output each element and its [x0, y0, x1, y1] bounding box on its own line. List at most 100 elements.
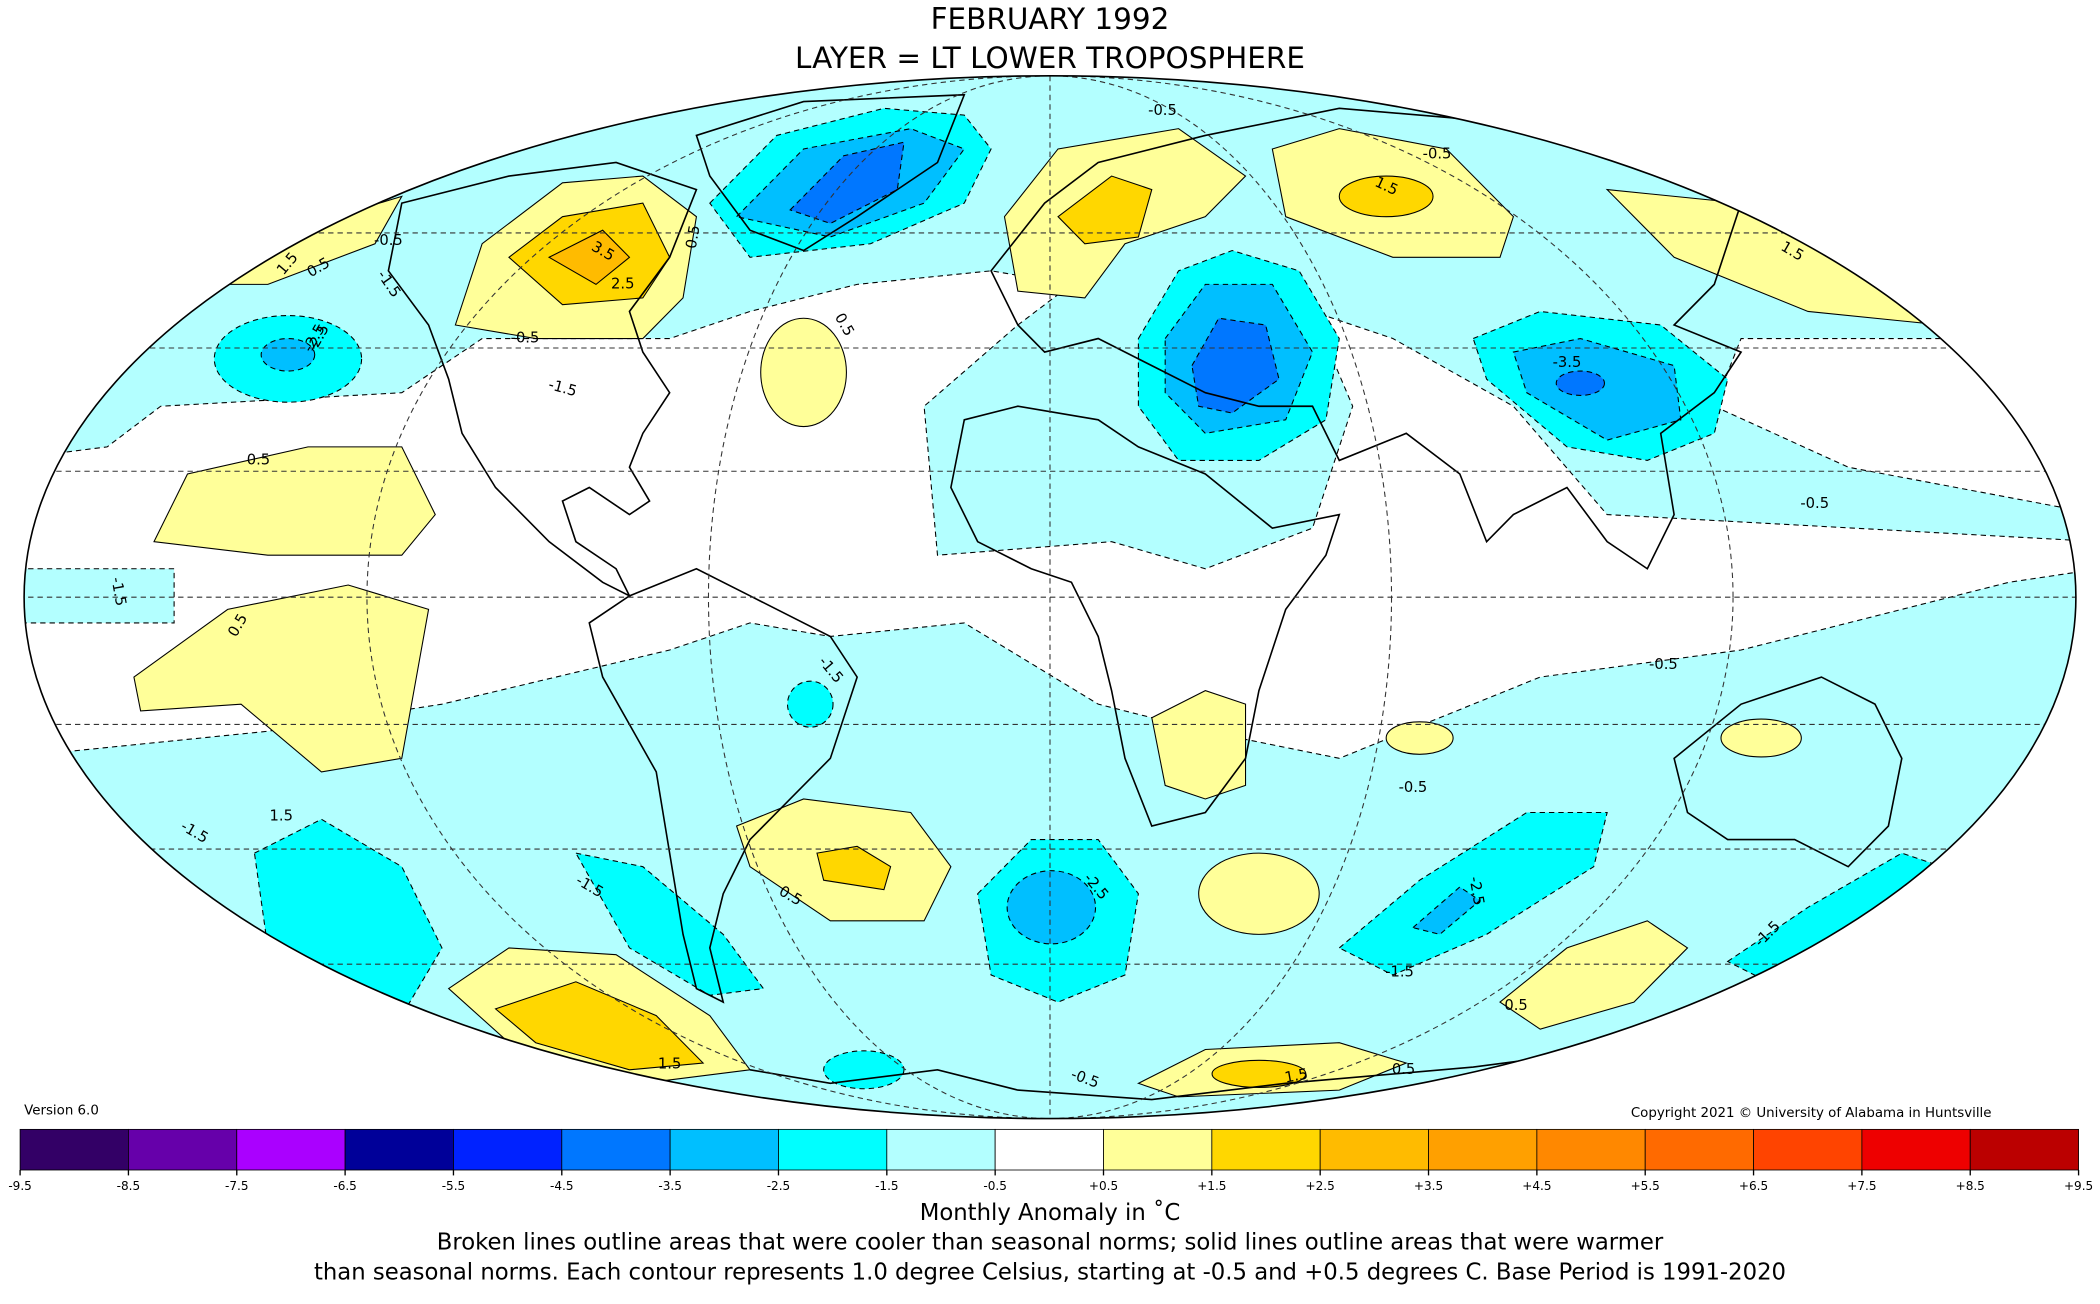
contour-label: 1.5 [658, 1055, 681, 1072]
colorbar-tick-label: -2.5 [767, 1179, 791, 1193]
contour-label: -0.5 [1649, 656, 1678, 673]
field-colder [1411, 886, 1481, 935]
coastline [1673, 676, 1903, 868]
colorbar-tick-label: -7.5 [225, 1179, 249, 1193]
colorbar-segment [669, 1128, 779, 1171]
coastline [588, 567, 859, 1004]
field-warm-strong [816, 845, 892, 891]
contour-label: -0.5 [1399, 779, 1428, 796]
caption-line: than seasonal norms. Each contour repres… [314, 1259, 1786, 1285]
field-warm [133, 584, 430, 773]
colorbar-tick-label: +0.5 [1089, 1179, 1118, 1193]
field-colder [1006, 870, 1097, 945]
colorbar-segment [1319, 1128, 1429, 1171]
contour-label: 2.5 [611, 275, 634, 292]
field-warm [1198, 852, 1320, 935]
coastline [950, 405, 1341, 828]
contour-label: -0.5 [374, 232, 403, 249]
colorbar-segment [344, 1128, 454, 1171]
colorbar-segment [561, 1128, 671, 1171]
field-warm [1499, 920, 1689, 1030]
field-cold [1338, 811, 1608, 976]
colorbar-segment [1536, 1128, 1646, 1171]
contour-label: -0.5 [1148, 102, 1177, 119]
meridian [366, 75, 1734, 1119]
colorbar-segment [1644, 1128, 1754, 1171]
field-warm-strong [1057, 175, 1153, 245]
caption-line: Broken lines outline areas that were coo… [437, 1230, 1664, 1256]
contour-label: -0.5 [511, 329, 540, 346]
field-cold [574, 852, 765, 996]
map: 1.5 0.5-0.5-1.5-2.53.52.5-0.5-1.50.5-0.50… [24, 75, 2076, 1119]
field-warm-strong [1338, 175, 1434, 218]
field-warm-strong [494, 981, 705, 1071]
colorbar-tick-label: +8.5 [1956, 1179, 1985, 1193]
field-coldest [1555, 370, 1605, 396]
field-warm [1720, 718, 1802, 758]
colorbar-segment [1861, 1128, 1971, 1171]
field-cold [823, 1050, 905, 1090]
colorbar-segment [1428, 1128, 1538, 1171]
colorbar-segment [19, 1128, 129, 1171]
colorbar-segment [994, 1128, 1104, 1171]
colorbar-tick-label: -5.5 [442, 1179, 466, 1193]
colorbar-tick-label: -0.5 [983, 1179, 1007, 1193]
colorbar-segment [1103, 1128, 1213, 1171]
colorbar-label: Monthly Anomaly in ˚C [920, 1199, 1181, 1226]
graticule [24, 75, 2076, 1119]
field-warm-stronger [547, 229, 631, 286]
title-line: FEBRUARY 1992 [931, 2, 1170, 36]
colorbar: -9.5 -8.5 -7.5 -6.5 -5.5 -4.5 -3.5 -2.5 -1.5 -0.5… [8, 1128, 2093, 1193]
colorbar-tick-label: -9.5 [8, 1179, 32, 1193]
colorbar-tick-label: +7.5 [1847, 1179, 1876, 1193]
field-warm [1151, 690, 1247, 800]
colorbar-tick-label: -3.5 [658, 1179, 682, 1193]
globe-outline [23, 75, 2077, 1120]
colorbar-segment [453, 1128, 563, 1171]
contour-label: 1.5 [270, 808, 293, 825]
colorbar-tick-label: +1.5 [1197, 1179, 1226, 1193]
field-warm [760, 317, 847, 428]
field-warm [1385, 721, 1454, 755]
version: Version 6.0 [24, 1103, 99, 1118]
contour-label: -0.5 [1423, 145, 1452, 162]
field-coldest [789, 141, 905, 225]
colorbar-segment [128, 1128, 238, 1171]
colorbar-tick-label: -4.5 [550, 1179, 574, 1193]
contour-label: 1.5 [1283, 1066, 1309, 1087]
contour-label: -1.5 [1385, 963, 1414, 980]
field-cold [786, 680, 834, 728]
contour-label: 0.5 [1392, 1061, 1415, 1078]
colorbar-segment [1211, 1128, 1321, 1171]
coastline [749, 1048, 1608, 1101]
contour-label: 0.5 [247, 451, 270, 468]
colorbar-tick-label: -6.5 [333, 1179, 357, 1193]
contour-label: -0.5 [1800, 495, 1829, 512]
colorbar-segment [778, 1128, 888, 1171]
coastline [695, 93, 966, 252]
colorbar-segment [886, 1128, 996, 1171]
contour-label: 0.5 [1504, 997, 1527, 1014]
colorbar-tick-label: +9.5 [2064, 1179, 2093, 1193]
colorbar-segment [1969, 1128, 2079, 1171]
coastline [387, 161, 698, 598]
field-warm [153, 446, 436, 556]
contour-label: -3.5 [1553, 354, 1582, 371]
colorbar-segment [1753, 1128, 1863, 1171]
title-line: LAYER = LT LOWER TROPOSPHERE [795, 41, 1305, 75]
colorbar-segment [236, 1128, 346, 1171]
contour-label: -1.5 [108, 576, 130, 608]
colorbar-tick-label: +6.5 [1739, 1179, 1768, 1193]
colorbar-tick-label: -1.5 [875, 1179, 899, 1193]
colorbar-tick-label: -8.5 [117, 1179, 141, 1193]
field-coldest [1191, 317, 1280, 414]
contour-label: 0.5 [683, 224, 704, 250]
contour-label: -2.5 [1466, 875, 1488, 907]
field-cool [24, 568, 175, 624]
colorbar-tick-label: +2.5 [1306, 1179, 1335, 1193]
colorbar-tick-label: +4.5 [1522, 1179, 1551, 1193]
colorbar-tick-label: +5.5 [1631, 1179, 1660, 1193]
colorbar-tick-label: +3.5 [1414, 1179, 1443, 1193]
